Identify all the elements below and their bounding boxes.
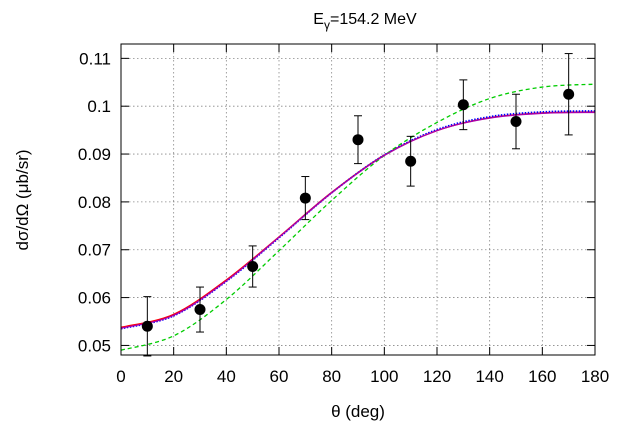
x-tick-label: 140 bbox=[475, 367, 503, 386]
x-tick-label: 40 bbox=[217, 367, 236, 386]
y-tick-label: 0.1 bbox=[87, 97, 111, 116]
x-axis: 0 20 40 60 80 100 120 140 160 180 bbox=[116, 44, 609, 386]
plot-frame bbox=[120, 43, 596, 356]
chart-title: Eγ=154.2 MeV bbox=[313, 11, 417, 32]
data-point bbox=[194, 304, 206, 316]
y-tick-label: 0.06 bbox=[78, 289, 111, 308]
chart-title-main: E bbox=[313, 11, 324, 28]
data-point bbox=[141, 320, 153, 332]
x-tick-label: 160 bbox=[528, 367, 556, 386]
model-curves bbox=[120, 83, 596, 351]
y-tick-label: 0.05 bbox=[78, 336, 111, 355]
chart-title-subscript: γ bbox=[324, 18, 330, 32]
x-tick-label: 0 bbox=[116, 367, 125, 386]
data-point bbox=[563, 88, 575, 100]
x-axis-label: θ (deg) bbox=[331, 402, 385, 421]
data-points bbox=[141, 53, 575, 357]
x-tick-label: 100 bbox=[370, 367, 398, 386]
data-point bbox=[247, 260, 259, 272]
data-point bbox=[299, 192, 311, 204]
y-tick-label: 0.09 bbox=[78, 145, 111, 164]
x-tick-label: 180 bbox=[581, 367, 609, 386]
data-point bbox=[510, 116, 522, 128]
chart-title-rest: =154.2 MeV bbox=[330, 11, 417, 28]
x-tick-label: 60 bbox=[270, 367, 289, 386]
x-tick-label: 20 bbox=[164, 367, 183, 386]
model-curve-3 bbox=[120, 83, 596, 351]
data-point bbox=[352, 134, 364, 146]
y-tick-label: 0.07 bbox=[78, 241, 111, 260]
x-tick-label: 120 bbox=[423, 367, 451, 386]
y-tick-label: 0.11 bbox=[79, 49, 111, 68]
data-point bbox=[457, 99, 469, 111]
y-axis-label: dσ/dΩ (μb/sr) bbox=[13, 149, 32, 250]
model-curve-4 bbox=[120, 111, 596, 329]
x-tick-label: 80 bbox=[322, 367, 341, 386]
y-tick-label: 0.08 bbox=[78, 193, 111, 212]
y-axis: 0.05 0.06 0.07 0.08 0.09 0.1 0.11 bbox=[78, 49, 595, 355]
grid bbox=[121, 44, 595, 355]
data-point bbox=[405, 155, 417, 167]
